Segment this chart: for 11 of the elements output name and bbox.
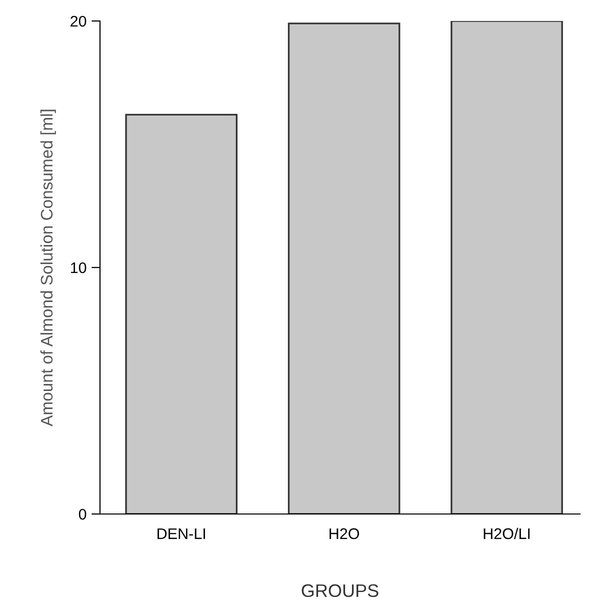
x-tick-label: DEN-LI <box>158 528 205 539</box>
x-tick-label: H2O <box>330 528 360 540</box>
x-tick-label: H2O/LI <box>484 528 530 540</box>
y-tick-label: 0 <box>78 508 86 520</box>
y-axis-title: Amount of Almond Solution Consumed [ml] <box>40 110 56 426</box>
y-tick-label: 10 <box>70 262 86 274</box>
bar <box>288 22 400 514</box>
x-axis-title: GROUPS <box>302 584 378 598</box>
bar <box>125 114 238 514</box>
bar <box>450 21 563 514</box>
y-tick-label: 20 <box>70 16 86 27</box>
